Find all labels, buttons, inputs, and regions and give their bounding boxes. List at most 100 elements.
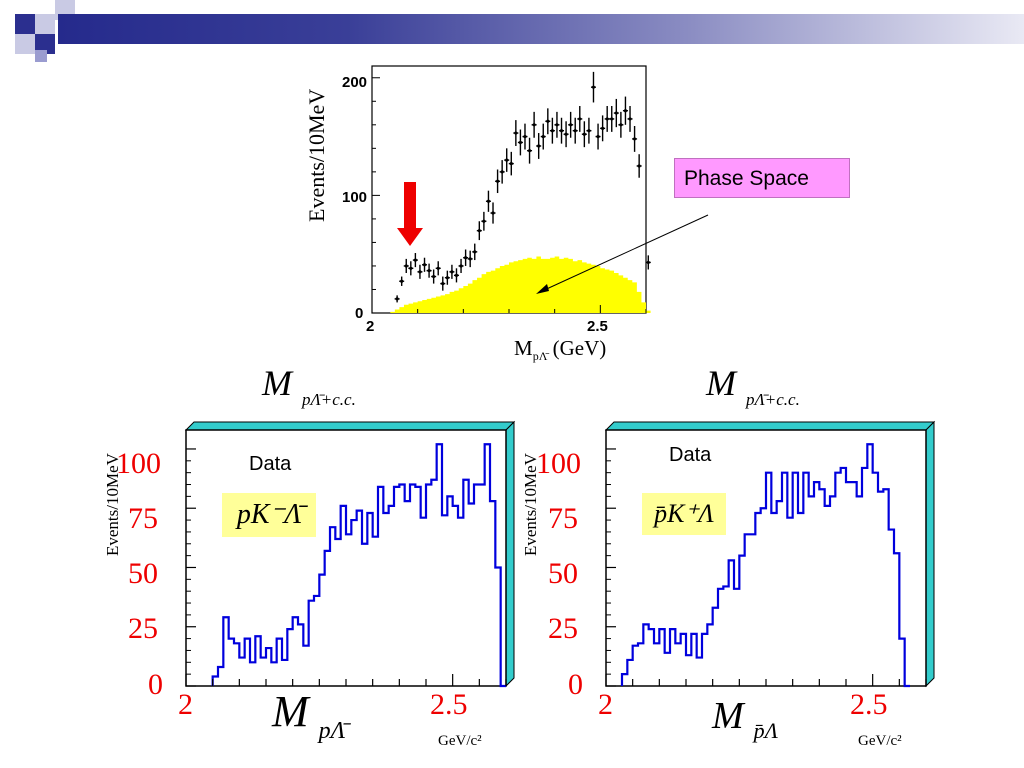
histogram-line xyxy=(620,443,910,688)
data-point xyxy=(605,117,609,121)
mass-label-right: M pΛ̄+c.c. xyxy=(706,362,800,409)
phase-space-callout-text: Phase Space xyxy=(684,167,809,190)
data-point xyxy=(500,170,504,174)
br-xlabel: M p̄Λ xyxy=(712,694,778,743)
br-ytick-100: 100 xyxy=(536,447,581,480)
data-points-group xyxy=(394,71,651,303)
br-xtick-2-5: 2.5 xyxy=(850,688,888,721)
data-point xyxy=(436,266,440,270)
data-point xyxy=(591,85,596,89)
data-point xyxy=(491,211,495,215)
br-xtick-2: 2 xyxy=(598,688,613,721)
data-point xyxy=(573,129,577,133)
data-point xyxy=(532,123,536,127)
bottom-right-ticks xyxy=(605,448,927,687)
data-point xyxy=(546,119,550,123)
top-plot-ticks xyxy=(371,77,647,314)
data-point xyxy=(610,117,614,121)
data-point xyxy=(628,117,632,121)
top-ytick-0: 0 xyxy=(355,305,364,322)
data-point xyxy=(637,164,641,168)
data-point xyxy=(555,123,559,127)
data-point xyxy=(418,270,422,274)
bl-data-label: Data xyxy=(249,453,292,475)
data-point xyxy=(464,256,468,260)
br-channel-label: p̄K⁺Λ xyxy=(642,493,726,535)
bl-ytick-75: 75 xyxy=(128,502,158,535)
data-point xyxy=(486,199,491,203)
br-ytick-50: 50 xyxy=(548,557,578,590)
data-point xyxy=(537,144,541,148)
mass-label-left: M pΛ̄+c.c. xyxy=(262,362,356,409)
data-point xyxy=(614,111,618,115)
mass-label-left-sub: pΛ̄+c.c. xyxy=(302,390,356,409)
data-point xyxy=(450,270,454,274)
top-xlabel-sub: pΛ̄ xyxy=(532,349,548,364)
data-point xyxy=(578,117,582,121)
data-point xyxy=(559,129,564,133)
br-xlabel-main: M xyxy=(712,695,744,737)
data-point xyxy=(514,131,518,135)
data-point xyxy=(601,126,605,130)
histogram-line xyxy=(211,443,506,688)
br-xlabel-sub: p̄Λ xyxy=(753,718,778,743)
slide-decoration-square-3 xyxy=(15,34,35,54)
slide-decoration-square-6 xyxy=(35,50,47,62)
data-point xyxy=(523,134,527,139)
bottom-left-histogram xyxy=(211,443,506,688)
data-point xyxy=(454,273,459,277)
bl-channel-label: pK⁻Λ̄ xyxy=(222,493,316,537)
slide-decoration-square-1 xyxy=(15,14,35,34)
slide-decoration-square-2 xyxy=(35,14,55,34)
bl-ytick-25: 25 xyxy=(128,612,158,645)
bl-xlabel: M pΛ̄ xyxy=(272,686,345,744)
slide-decoration-square-4 xyxy=(35,34,55,54)
data-point xyxy=(409,266,413,270)
bottom-left-ticks xyxy=(185,448,507,687)
br-xlabel-unit: GeV/c² xyxy=(858,733,902,749)
bl-xtick-2: 2 xyxy=(178,688,193,721)
data-point xyxy=(527,149,532,153)
top-xlabel-main: M xyxy=(514,336,533,360)
top-plot-ylabel: Events/10MeV xyxy=(304,88,329,222)
bottom-right-histogram xyxy=(620,443,910,688)
top-xlabel-unit: (GeV) xyxy=(552,336,607,360)
data-point xyxy=(564,132,568,136)
data-point xyxy=(445,276,449,280)
data-point xyxy=(495,179,500,183)
br-ytick-0: 0 xyxy=(568,668,583,701)
data-point xyxy=(422,263,427,267)
data-point xyxy=(395,297,399,301)
bl-ytick-0: 0 xyxy=(148,668,163,701)
highlight-arrow xyxy=(397,182,423,246)
data-point xyxy=(550,129,554,133)
data-point xyxy=(596,134,600,139)
br-ytick-25: 25 xyxy=(548,612,578,645)
bl-ytick-50: 50 xyxy=(128,557,158,590)
data-point xyxy=(541,134,545,139)
data-point xyxy=(468,257,472,261)
phase-space-callout xyxy=(674,158,850,198)
bl-xlabel-sub: pΛ̄ xyxy=(318,718,346,744)
data-point xyxy=(482,219,486,223)
br-data-label: Data xyxy=(669,444,712,466)
data-point xyxy=(582,132,586,136)
data-point xyxy=(477,229,481,233)
top-xtick-2: 2 xyxy=(366,318,375,335)
mass-label-left-main: M xyxy=(262,363,292,403)
data-point xyxy=(509,162,513,166)
top-ytick-200: 200 xyxy=(342,74,368,91)
top-ytick-100: 100 xyxy=(342,189,368,206)
data-point xyxy=(473,250,477,254)
callout-pointer xyxy=(536,214,709,294)
mass-label-right-main: M xyxy=(706,363,736,403)
bl-xlabel-unit: GeV/c² xyxy=(438,733,482,749)
bl-xtick-2-5: 2.5 xyxy=(430,688,468,721)
data-point xyxy=(646,260,650,265)
bl-xlabel-main: M xyxy=(272,687,309,736)
mass-label-right-sub: pΛ̄+c.c. xyxy=(746,390,800,409)
data-point xyxy=(569,123,573,127)
top-xtick-2-5: 2.5 xyxy=(587,318,608,335)
data-point xyxy=(518,140,523,145)
data-point xyxy=(459,264,463,268)
